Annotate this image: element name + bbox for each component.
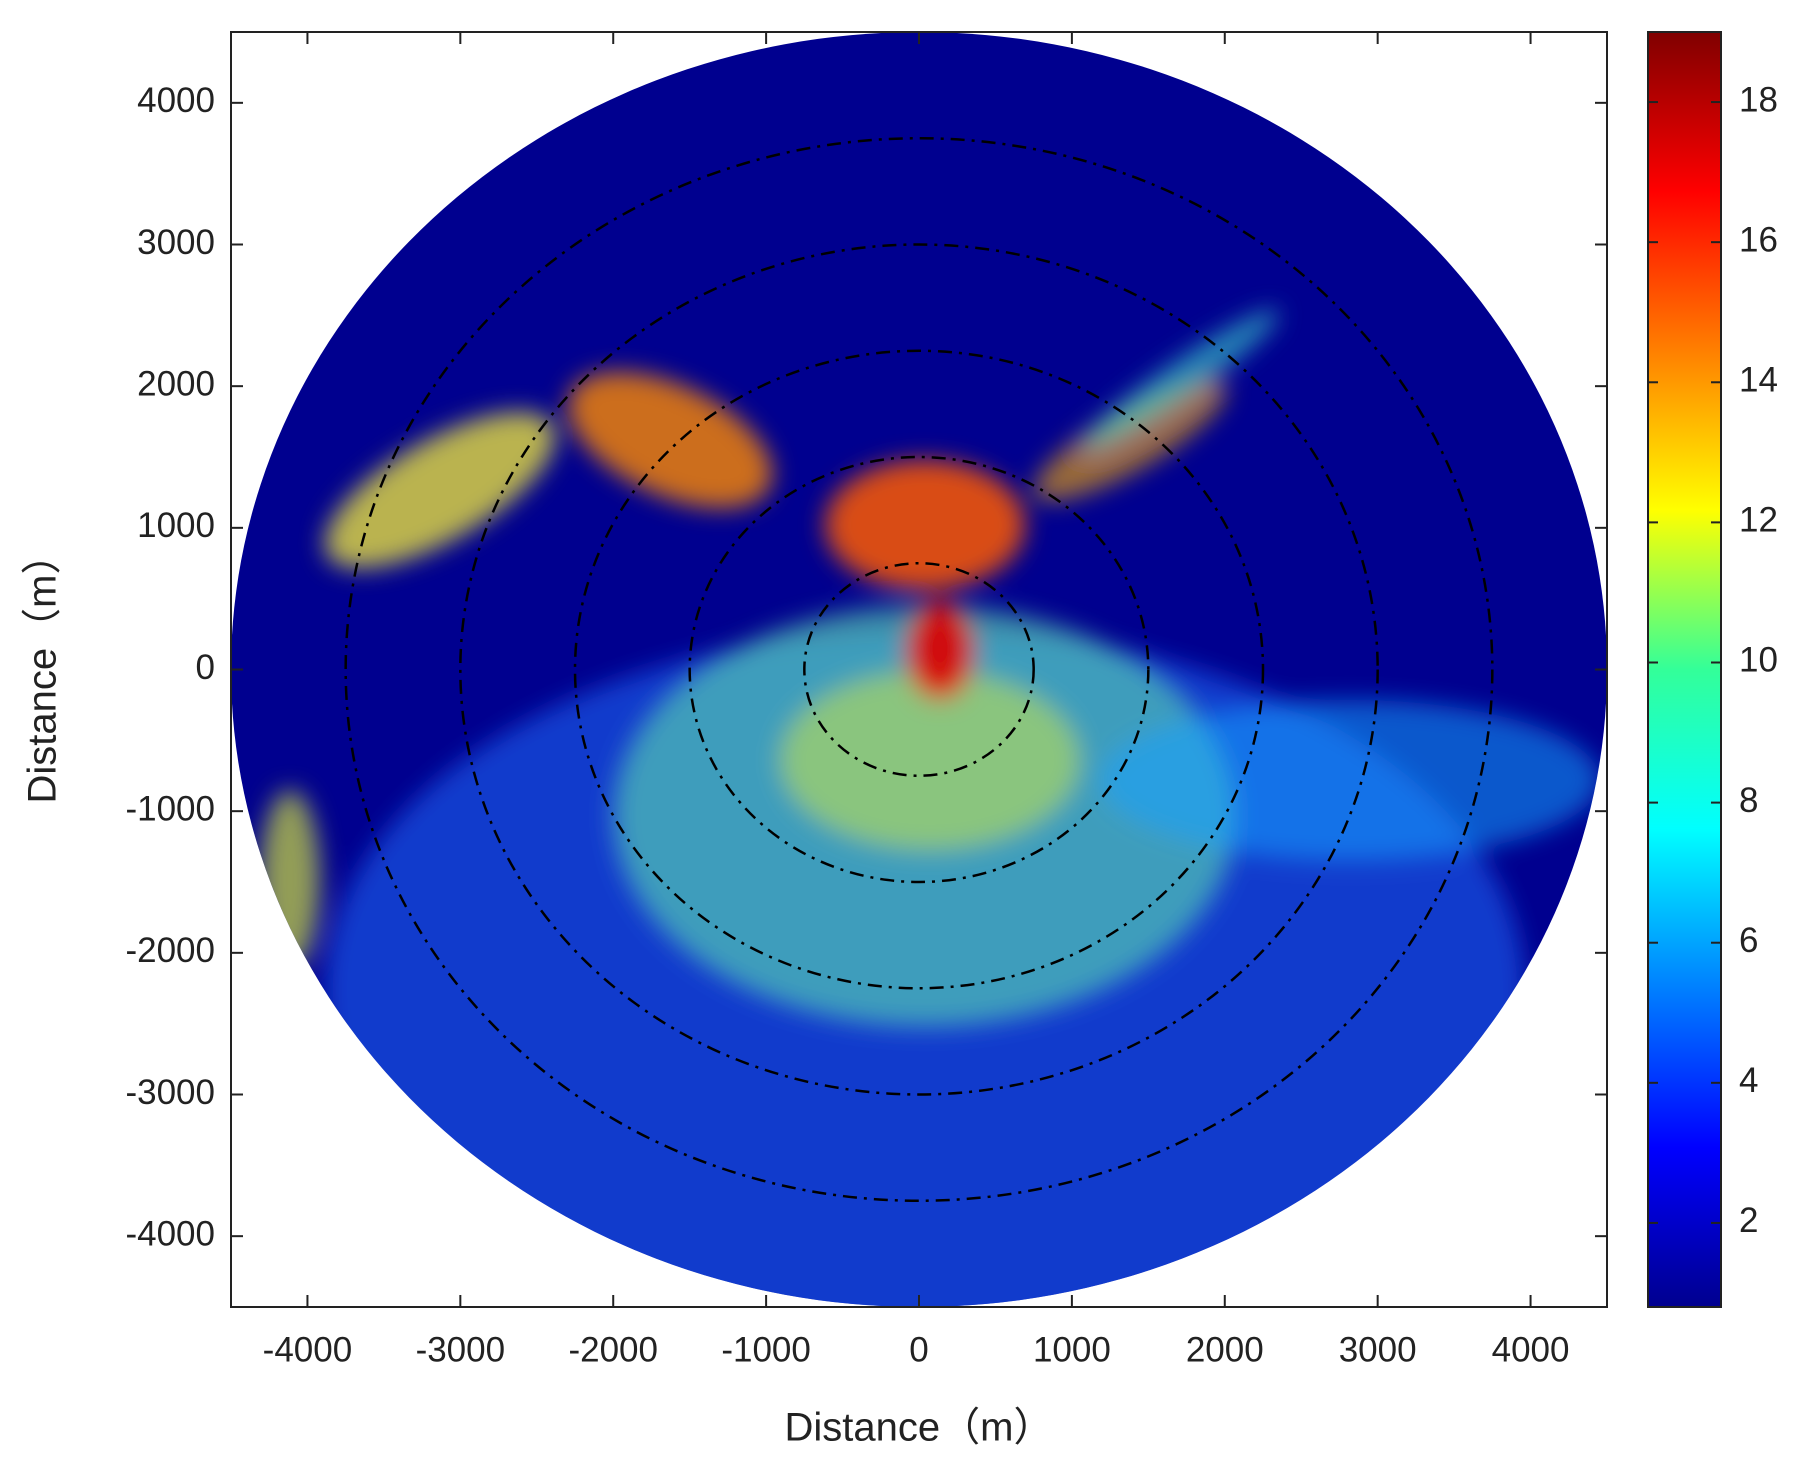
y-tick-label: -4000 (125, 1214, 215, 1253)
echo-region (567, 371, 773, 509)
x-tick-label: -2000 (568, 1330, 658, 1369)
y-tick-label: 0 (196, 648, 215, 687)
echo-region (1081, 309, 1279, 451)
range-ring (344, 137, 1494, 1202)
echo-region (780, 670, 1080, 850)
range-ring (803, 562, 1035, 777)
x-tick-label: -3000 (416, 1330, 506, 1369)
y-tick-label: 4000 (137, 81, 215, 120)
colorbar-tick-label: 4 (1739, 1061, 1758, 1100)
y-tick-label: 2000 (137, 364, 215, 403)
y-tick-label: 1000 (137, 506, 215, 545)
colorbar-tick-label: 10 (1739, 641, 1778, 680)
colorbar-tick-label: 12 (1739, 501, 1778, 540)
x-tick-label: -4000 (263, 1330, 353, 1369)
y-tick-label: 3000 (137, 223, 215, 262)
echo-region (1100, 700, 1600, 860)
x-tick-label: 2000 (1186, 1330, 1264, 1369)
range-rings (344, 137, 1494, 1202)
x-tick-label: 4000 (1492, 1330, 1570, 1369)
colorbar-tick-label: 16 (1739, 220, 1778, 259)
y-tick-label: -2000 (125, 931, 215, 970)
y-tick-label: -1000 (125, 789, 215, 828)
echo-region (905, 600, 975, 700)
axes: -4000 -3000 -2000 -1000 0 1000 2000 3000 4000 -40… (125, 32, 1607, 1369)
colorbar (1647, 31, 1722, 1308)
y-tick-label: -3000 (125, 1073, 215, 1112)
echo-region (825, 460, 1025, 590)
x-tick-label: 0 (909, 1330, 928, 1369)
x-tick-label: -1000 (721, 1330, 811, 1369)
colorbar-tick-label: 6 (1739, 921, 1758, 960)
colorbar-tick-label: 2 (1739, 1201, 1758, 1240)
x-tick-label: 1000 (1033, 1330, 1111, 1369)
range-ring (573, 349, 1265, 990)
colorbar-tick-label: 8 (1739, 781, 1758, 820)
echo-texture (260, 309, 1600, 1307)
y-axis-label: Distance（m） (21, 535, 65, 804)
colorbar-tick-label: 18 (1739, 80, 1778, 119)
range-ring (459, 243, 1379, 1096)
x-tick-label: 3000 (1339, 1330, 1417, 1369)
echo-region (324, 411, 556, 569)
range-ring (688, 455, 1150, 884)
x-axis-label: Distance（m） (785, 1406, 1054, 1450)
echo-region (1033, 379, 1227, 501)
colorbar-tick-label: 14 (1739, 361, 1778, 400)
